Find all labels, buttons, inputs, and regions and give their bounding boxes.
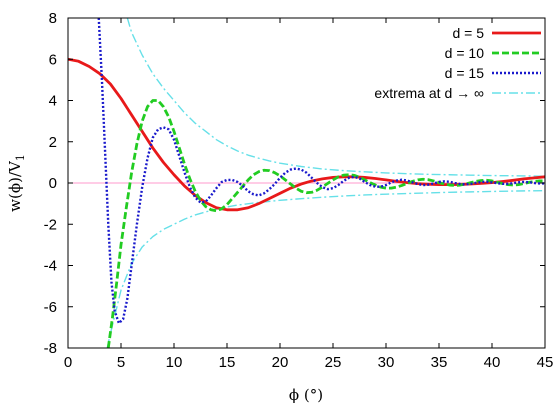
legend-label-4: extrema at d → ∞ <box>374 85 484 101</box>
x-tick-label: 30 <box>378 354 395 371</box>
x-tick-label: 45 <box>537 354 554 371</box>
series-3-line <box>97 18 545 325</box>
series-layer <box>68 18 545 348</box>
y-tick-label: 2 <box>49 134 57 151</box>
x-tick-label: 20 <box>272 354 289 371</box>
legend-label-1: d = 5 <box>452 25 484 41</box>
x-tick-label: 35 <box>431 354 448 371</box>
y-axis-title: w(ϕ)/V1 <box>6 154 27 212</box>
x-tick-label: 5 <box>117 354 125 371</box>
x-axis-title: ϕ (°) <box>289 386 323 404</box>
y-tick-label: 6 <box>49 51 57 68</box>
x-tick-label: 10 <box>166 354 183 371</box>
y-axis-title-main: w(ϕ)/V <box>6 160 24 212</box>
y-tick-label: -2 <box>44 216 57 233</box>
legend-label-3: d = 15 <box>445 65 485 81</box>
y-tick-label: 8 <box>49 10 57 27</box>
y-tick-label: -6 <box>44 299 57 316</box>
legend-label-2: d = 10 <box>445 45 485 61</box>
y-tick-label: -8 <box>44 340 57 357</box>
series-1-line <box>68 57 545 212</box>
series-2-line <box>106 99 545 348</box>
series-4-lower-line <box>106 189 545 348</box>
y-tick-label: -4 <box>44 258 57 275</box>
y-tick-label: 4 <box>49 93 57 110</box>
y-axis-title-subscript: 1 <box>14 154 27 161</box>
x-tick-label: 0 <box>64 354 72 371</box>
y-tick-label: 0 <box>49 175 57 192</box>
series-4-upper-line <box>126 18 545 177</box>
x-tick-label: 40 <box>484 354 501 371</box>
x-tick-label: 25 <box>325 354 342 371</box>
x-tick-label: 15 <box>219 354 236 371</box>
legend: d = 5 d = 10 d = 15 extrema at d → ∞ <box>374 25 541 101</box>
